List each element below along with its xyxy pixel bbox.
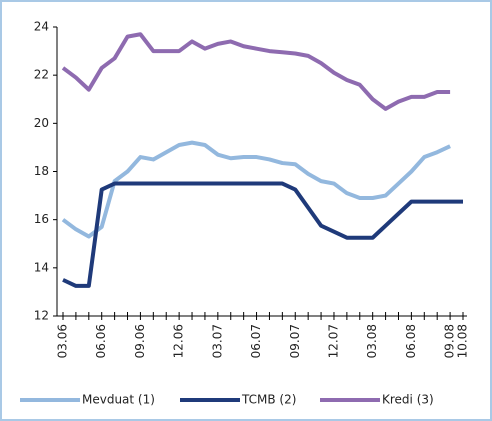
- legend-label: TCMB (2): [241, 393, 296, 407]
- x-tick-label: 03.07: [210, 324, 224, 358]
- x-tick-label: 09.08: [443, 324, 457, 358]
- y-tick-label: 20: [34, 116, 49, 130]
- y-tick-label: 24: [34, 20, 49, 34]
- y-tick-label: 18: [34, 164, 49, 178]
- y-tick-label: 12: [34, 309, 49, 323]
- series-line: [61, 32, 451, 111]
- x-tick-label: 12.06: [172, 324, 186, 358]
- x-tick-label: 10.08: [456, 324, 470, 358]
- legend-label: Mevduat (1): [82, 393, 155, 407]
- y-tick-label: 16: [34, 212, 49, 226]
- legend-label: Kredi (3): [382, 393, 434, 407]
- y-tick-label: 22: [34, 68, 49, 82]
- x-tick-label: 03.08: [365, 324, 379, 358]
- x-tick-label: 06.08: [404, 324, 418, 358]
- series-line: [62, 181, 463, 288]
- x-tick-label: 09.07: [288, 324, 302, 358]
- x-tick-label: 06.07: [249, 324, 263, 358]
- x-tick-label: 03.06: [56, 324, 70, 358]
- x-tick-label: 12.07: [326, 324, 340, 358]
- x-tick-label: 09.06: [133, 324, 147, 358]
- y-tick-label: 14: [34, 260, 49, 274]
- series-line: [61, 140, 451, 239]
- x-tick-label: 06.06: [94, 324, 108, 358]
